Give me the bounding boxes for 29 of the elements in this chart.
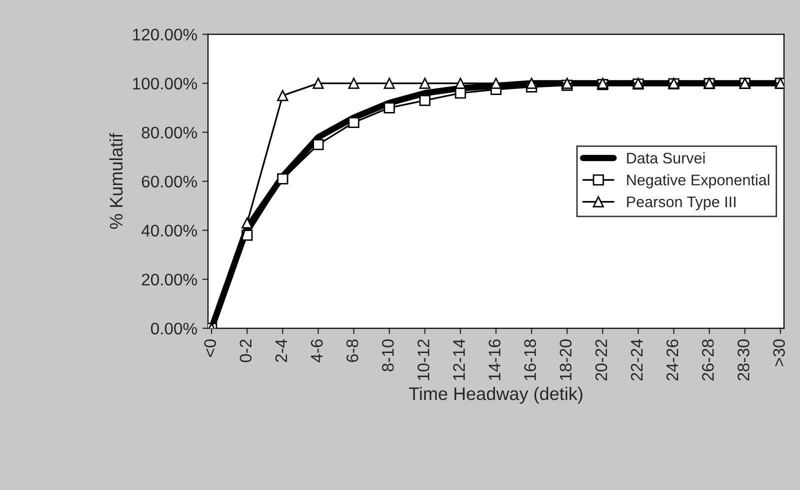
legend-label: Pearson Type III: [627, 196, 736, 210]
x-tick-label: 0-2: [240, 340, 252, 362]
y-tick-label: 100.00%: [133, 78, 197, 90]
y-tick-label: 40.00%: [141, 224, 197, 237]
y-axis-title: % Kumulatif: [109, 133, 123, 229]
legend-label: Negative Exponential: [627, 174, 770, 188]
x-tick-label: 28-30: [738, 339, 750, 380]
x-tick-label: 18-20: [560, 339, 572, 380]
x-tick-label: 26-28: [702, 339, 714, 380]
x-tick-label: >30: [773, 339, 785, 366]
x-tick-label: 12-14: [453, 339, 465, 380]
x-axis-title: Time Headway (detik): [408, 386, 582, 404]
x-tick-label: 24-26: [666, 339, 678, 380]
y-tick-label: 80.00%: [142, 126, 197, 139]
x-tick-label: <0: [204, 339, 216, 357]
x-tick-label: 10-12: [418, 340, 430, 380]
y-tick-label: 120.00%: [133, 28, 197, 41]
x-tick-label: 4-6: [310, 339, 323, 362]
y-tick-label: 20.00%: [142, 274, 197, 286]
x-tick-label: 8-10: [382, 339, 394, 372]
x-tick-label: 20-22: [595, 340, 608, 380]
x-tick-label: 22-24: [630, 339, 643, 380]
y-tick-label: 0.00%: [150, 322, 197, 335]
legend-label: Data Survei: [627, 152, 705, 164]
x-tick-label: 16-18: [524, 339, 536, 380]
x-tick-label: 14-16: [488, 339, 500, 380]
x-tick-label: 2-4: [275, 339, 287, 362]
x-tick-label: 6-8: [346, 339, 358, 362]
y-tick-label: 60.00%: [142, 176, 197, 188]
